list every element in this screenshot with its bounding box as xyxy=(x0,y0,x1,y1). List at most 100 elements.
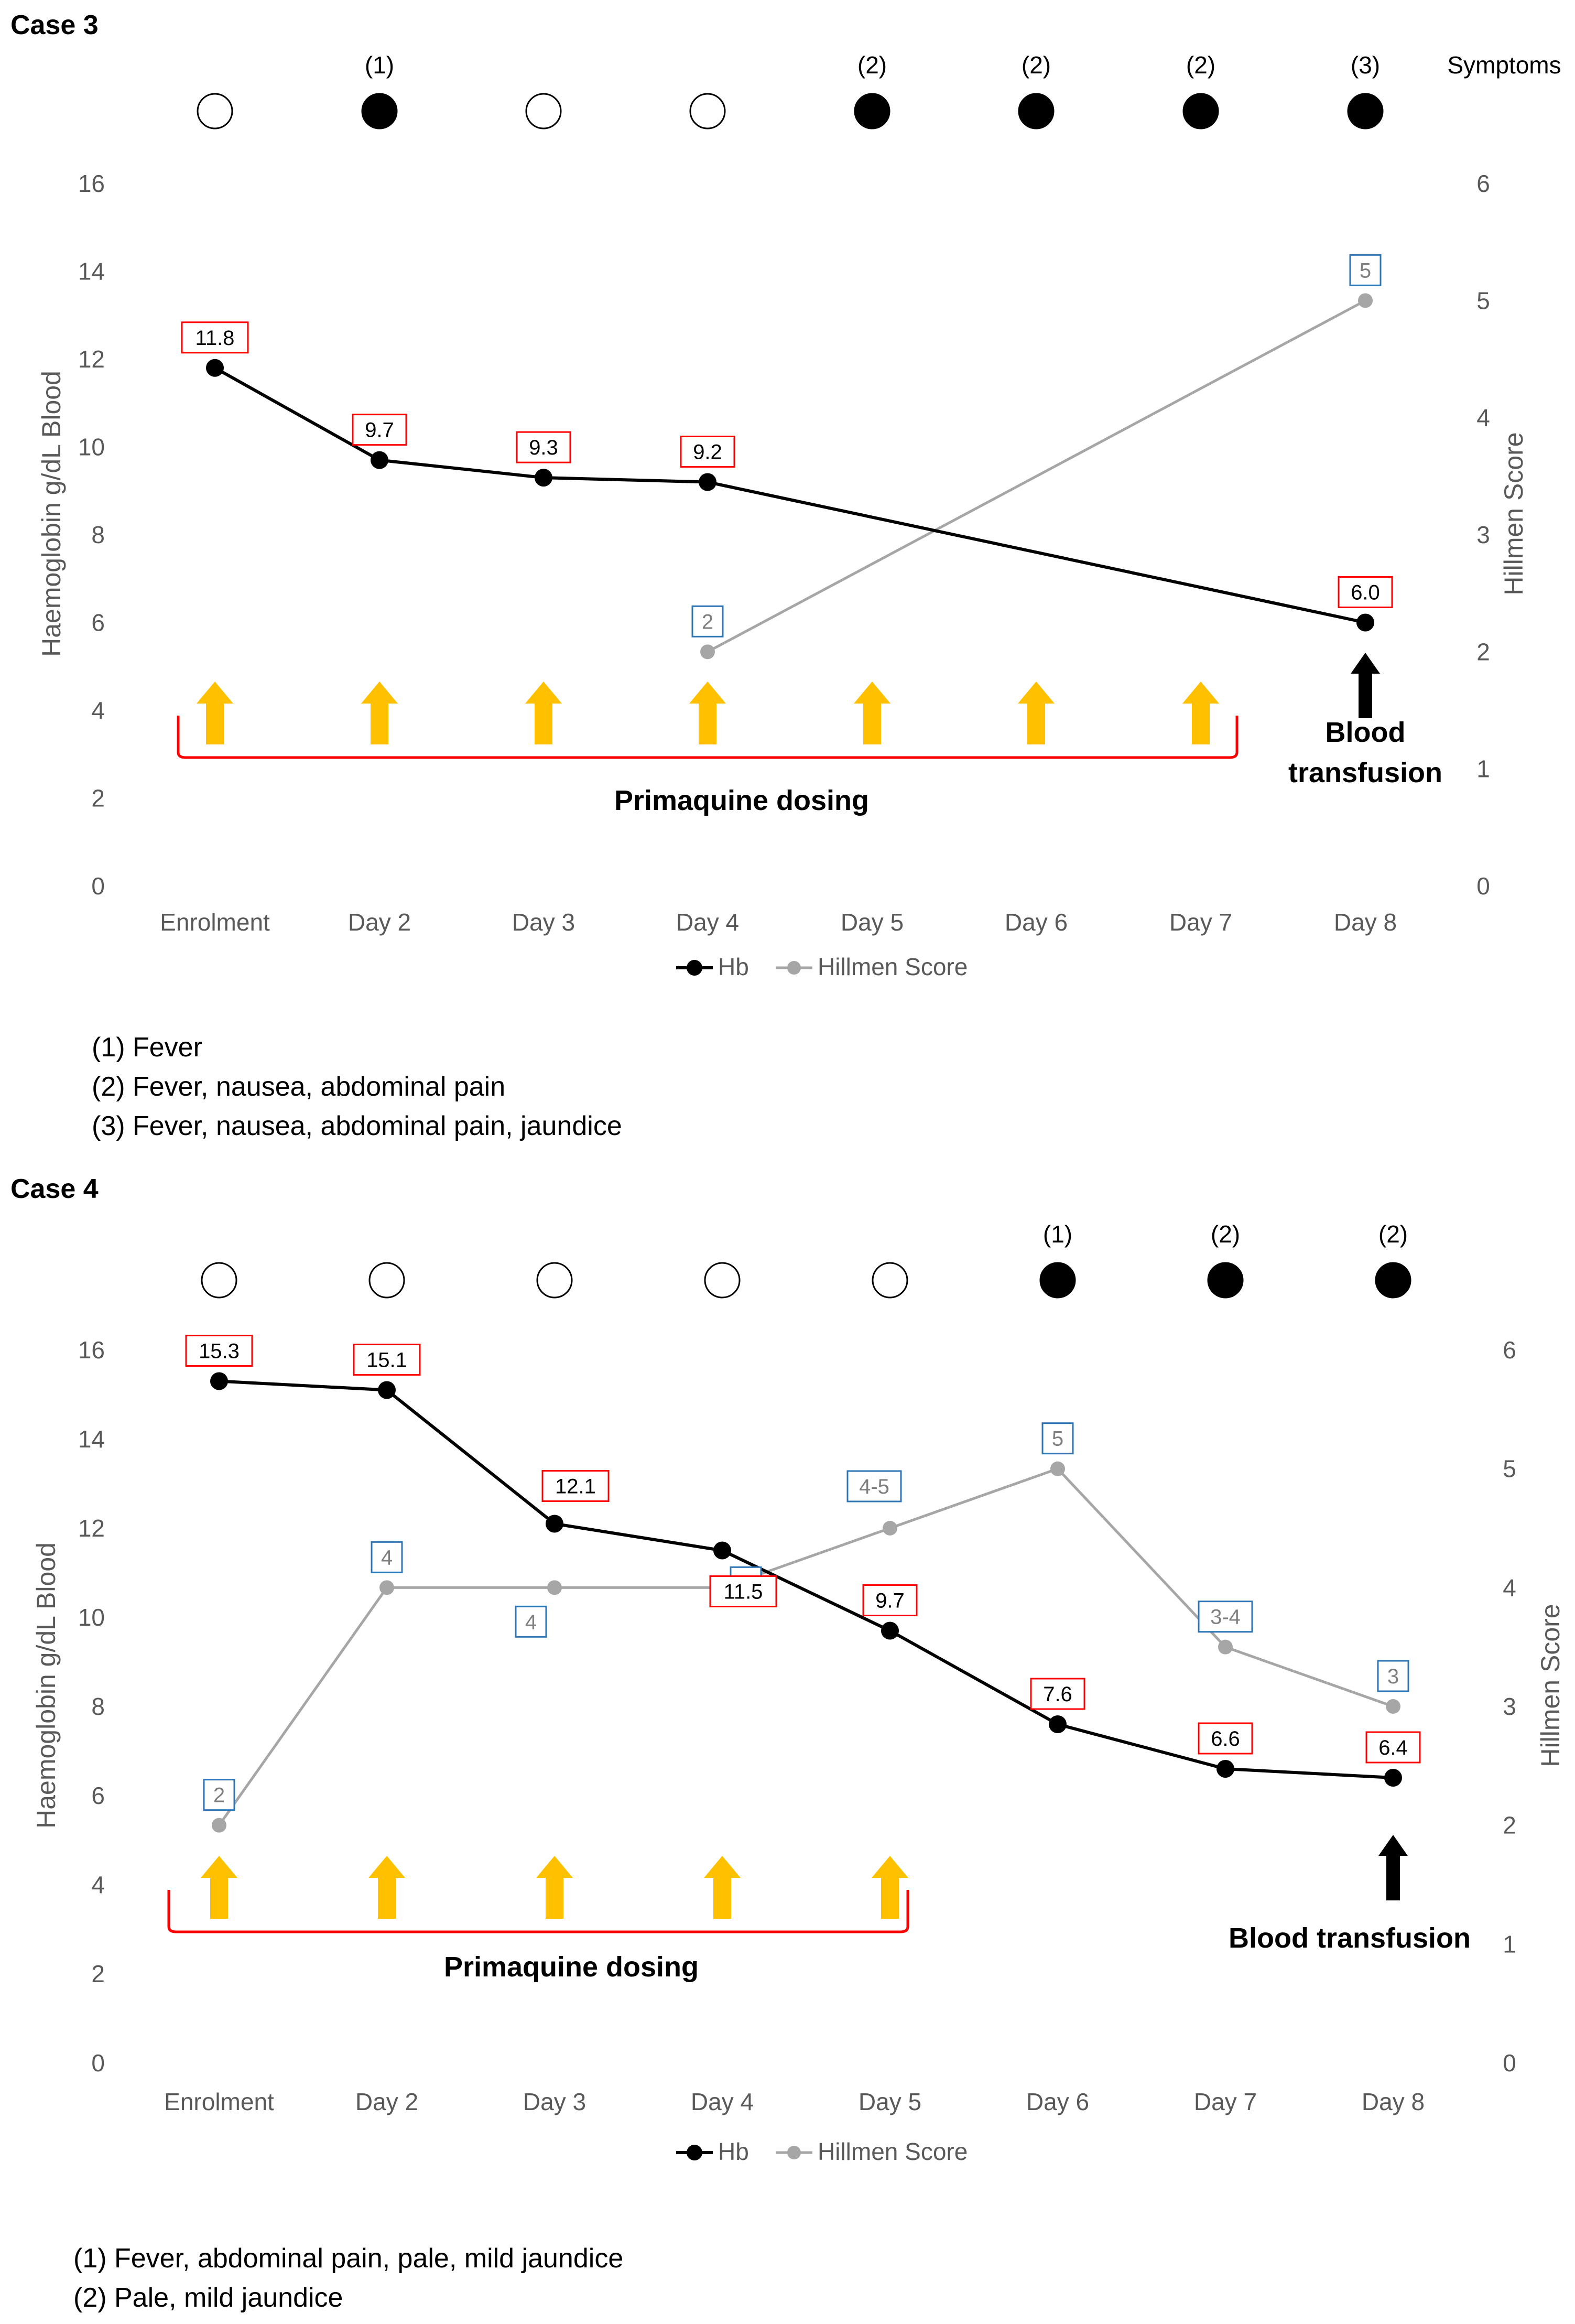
transfusion-arrow xyxy=(1351,653,1380,718)
y-tick-label: 2 xyxy=(91,1960,105,1987)
hb-data-label-box xyxy=(709,1575,777,1607)
legend-hb-marker xyxy=(687,2145,702,2160)
hb-data-label-box xyxy=(862,1584,918,1616)
symptom-empty-marker xyxy=(689,93,726,129)
dosing-bracket xyxy=(177,716,1239,759)
hillmen-point xyxy=(1050,1461,1065,1476)
hillmen-point xyxy=(547,1580,562,1595)
hillmen-series-line xyxy=(218,1467,1394,1826)
footnote: (1) Fever xyxy=(92,1032,202,1063)
hb-data-label-box xyxy=(680,436,735,468)
symptom-filled-marker xyxy=(1207,1262,1244,1299)
hb-data-label: 9.7 xyxy=(875,1590,905,1613)
hb-data-label: 15.3 xyxy=(199,1340,240,1363)
x-tick-label: Day 6 xyxy=(1005,909,1068,936)
hb-point xyxy=(881,1622,899,1640)
y-axis-title: Haemoglobin g/dL Blood xyxy=(37,371,66,657)
hillmen-point xyxy=(1218,1639,1233,1655)
hillmen-data-label: 5 xyxy=(1052,1428,1063,1451)
hillmen-point xyxy=(1358,293,1373,308)
symptom-code: (1) xyxy=(365,51,394,79)
hb-data-label: 11.8 xyxy=(195,327,235,350)
y2-tick-label: 4 xyxy=(1476,404,1490,431)
symptom-empty-marker xyxy=(368,1262,405,1299)
hb-data-label: 6.6 xyxy=(1211,1727,1240,1750)
hillmen-data-label: 3-4 xyxy=(1210,1606,1241,1629)
y2-tick-label: 1 xyxy=(1476,755,1490,783)
symptom-filled-marker xyxy=(1347,93,1384,129)
symptom-code: (2) xyxy=(1211,1220,1240,1248)
hb-data-label: 11.5 xyxy=(724,1581,763,1604)
hillmen-data-label-box xyxy=(515,1605,547,1638)
symptom-filled-marker xyxy=(1018,93,1055,129)
hb-point xyxy=(206,359,224,377)
hb-data-label: 9.7 xyxy=(365,419,394,442)
y2-tick-label: 4 xyxy=(1503,1574,1516,1601)
y-tick-label: 16 xyxy=(78,170,105,197)
y-tick-label: 6 xyxy=(91,609,105,636)
hb-data-label-box xyxy=(1338,576,1393,608)
transfusion-label: Blood xyxy=(1326,717,1406,748)
x-tick-label: Day 7 xyxy=(1169,909,1232,936)
hillmen-data-label: 4-5 xyxy=(859,1475,889,1498)
x-tick-label: Day 8 xyxy=(1362,2088,1425,2115)
x-tick-label: Day 4 xyxy=(691,2088,754,2115)
hb-point xyxy=(378,1381,396,1399)
x-tick-label: Day 7 xyxy=(1194,2088,1257,2115)
footnote: (2) Pale, mild jaundice xyxy=(73,2283,343,2313)
dosing-arrow xyxy=(854,682,890,744)
hillmen-point xyxy=(212,1818,226,1833)
dosing-arrow xyxy=(1018,682,1055,744)
x-tick-label: Day 8 xyxy=(1334,909,1397,936)
hb-point xyxy=(546,1515,563,1533)
hillmen-point xyxy=(379,1580,394,1595)
hb-data-label-box xyxy=(181,321,249,354)
hb-point xyxy=(1384,1769,1402,1787)
hb-point xyxy=(535,469,552,487)
y2-tick-label: 3 xyxy=(1503,1693,1516,1720)
hb-point xyxy=(713,1541,731,1560)
x-tick-label: Day 2 xyxy=(355,2088,418,2115)
hb-data-label-box xyxy=(1198,1722,1253,1755)
hillmen-data-label-box xyxy=(1377,1660,1409,1692)
hb-point xyxy=(1356,613,1374,632)
hillmen-data-label-box xyxy=(691,605,724,637)
dosing-arrow xyxy=(1182,682,1219,744)
dosing-arrow xyxy=(197,682,233,744)
hillmen-point xyxy=(700,644,715,660)
y2-axis-title: Hillmen Score xyxy=(1499,432,1528,595)
y2-tick-label: 2 xyxy=(1503,1812,1516,1839)
dosing-arrow xyxy=(361,682,398,744)
dosing-label: Primaquine dosing xyxy=(614,785,869,816)
hillmen-data-label-box xyxy=(1349,254,1382,286)
hb-data-label-box xyxy=(516,431,571,463)
symptoms-header: Symptoms xyxy=(1447,51,1561,79)
hb-data-label: 9.2 xyxy=(693,441,722,464)
x-tick-label: Enrolment xyxy=(164,2088,274,2115)
symptom-code: (2) xyxy=(1022,51,1051,79)
chart-title: Case 3 xyxy=(10,10,99,40)
symptom-code: (1) xyxy=(1043,1220,1072,1248)
hillmen-data-label-box xyxy=(1041,1422,1074,1455)
y-tick-label: 16 xyxy=(78,1336,105,1364)
dosing-arrow xyxy=(872,1856,908,1919)
hillmen-data-label: 2 xyxy=(213,1784,225,1807)
dosing-label: Primaquine dosing xyxy=(444,1951,699,1983)
x-tick-label: Day 5 xyxy=(859,2088,921,2115)
x-tick-label: Enrolment xyxy=(160,909,270,936)
hillmen-data-label-box xyxy=(203,1779,235,1811)
hb-data-label-box xyxy=(541,1470,610,1502)
hillmen-data-label: 4 xyxy=(381,1546,393,1569)
dosing-arrow xyxy=(525,682,562,744)
hb-point xyxy=(210,1372,228,1390)
hb-data-label: 7.6 xyxy=(1043,1683,1072,1706)
hb-series-line xyxy=(214,366,1366,624)
y2-tick-label: 3 xyxy=(1476,521,1490,548)
x-tick-label: Day 3 xyxy=(512,909,575,936)
dosing-arrow xyxy=(536,1856,573,1919)
legend-hb-label: Hb xyxy=(718,953,749,980)
hillmen-data-label: 5 xyxy=(1360,259,1371,282)
